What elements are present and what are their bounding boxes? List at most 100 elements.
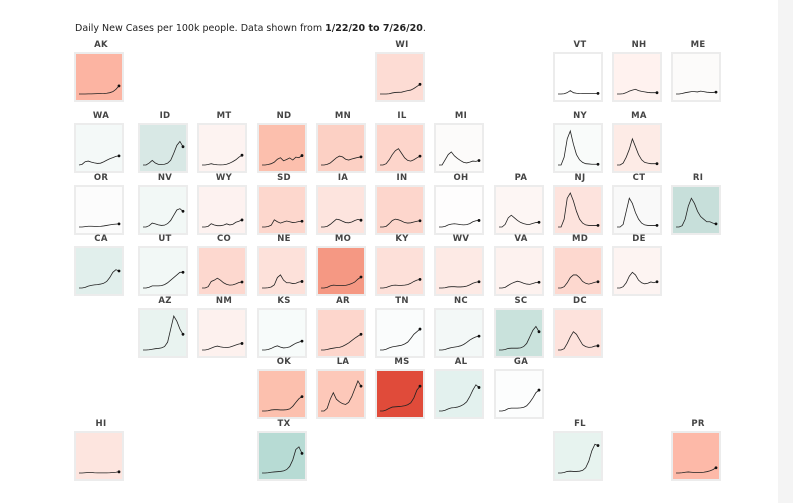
sparkline-endpoint-ca [117,269,121,273]
state-label-hi: HI [95,419,107,429]
state-label-in: IN [396,173,408,183]
sparkline-endpoint-mn [359,155,363,159]
state-label-mo: MO [334,234,352,244]
state-tile-pa[interactable]: PA [494,173,554,235]
state-tile-hi[interactable]: HI [74,419,134,481]
state-label-nm: NM [215,296,233,306]
state-tile-ms[interactable]: MS [375,357,435,419]
state-tile-background [434,185,484,235]
state-label-va: VA [514,234,528,244]
state-tile-pr[interactable]: PR [671,419,731,481]
state-tile-de[interactable]: DE [612,234,672,296]
sparkline-line-vt [558,90,599,95]
state-label-de: DE [632,234,646,244]
state-tile-ak[interactable]: AK [74,40,134,102]
sparkline-line-id [143,140,184,166]
state-tile-ny[interactable]: NY [553,111,613,173]
sparkline-me [676,90,718,95]
sparkline-endpoint-sc [537,330,541,334]
state-tile-nd[interactable]: ND [257,111,317,173]
state-tile-ok[interactable]: OK [257,357,317,419]
sparkline-line-co [202,277,243,289]
state-tile-co[interactable]: CO [197,234,257,296]
state-tile-mt[interactable]: MT [197,111,257,173]
state-label-or: OR [93,173,109,183]
state-tile-sc[interactable]: SC [494,296,554,358]
state-label-ar: AR [336,296,350,306]
sparkline-endpoint-ar [359,332,363,336]
state-tile-ks[interactable]: KS [257,296,317,358]
state-tile-tn[interactable]: TN [375,296,435,358]
state-label-al: AL [454,357,468,367]
state-tile-ga[interactable]: GA [494,357,554,419]
sparkline-line-ms [380,385,421,412]
state-tile-oh[interactable]: OH [434,173,494,235]
state-tile-nm[interactable]: NM [197,296,257,358]
state-tile-background [553,185,603,235]
sparkline-line-wi [380,83,421,95]
sparkline-endpoint-or [117,222,121,226]
state-tile-al[interactable]: AL [434,357,494,419]
state-tile-ma[interactable]: MA [612,111,672,173]
state-tile-nh[interactable]: NH [612,40,672,102]
title-date-range: 1/22/20 to 7/26/20 [325,23,423,34]
state-tile-ne[interactable]: NE [257,234,317,296]
state-tile-il[interactable]: IL [375,111,435,173]
state-label-tn: TN [395,296,409,306]
state-tile-wv[interactable]: WV [434,234,494,296]
sparkline-fl [558,443,600,474]
sparkline-endpoint-hi [117,470,121,474]
sparkline-line-or [79,223,120,228]
state-tile-mi[interactable]: MI [434,111,494,173]
state-tile-nv[interactable]: NV [138,173,198,235]
state-tile-dc[interactable]: DC [553,296,613,358]
sparkline-endpoint-nm [240,342,244,345]
title-suffix: . [422,23,426,34]
sparkline-line-hi [79,471,120,474]
state-label-sc: SC [514,296,528,306]
state-tile-fl[interactable]: FL [553,419,613,481]
vertical-scrollbar[interactable] [778,0,793,503]
state-tile-ri[interactable]: RI [671,173,731,235]
state-tile-ct[interactable]: CT [612,173,672,235]
state-tile-vt[interactable]: VT [553,40,613,102]
state-tile-md[interactable]: MD [553,234,613,296]
state-tile-va[interactable]: VA [494,234,554,296]
sparkline-line-mn [321,155,362,166]
state-tile-tx[interactable]: TX [257,419,317,481]
state-tile-sd[interactable]: SD [257,173,317,235]
sparkline-tx [262,446,304,474]
sparkline-tn [380,327,422,351]
sparkline-nh [617,88,659,95]
sparkline-line-ma [617,137,657,166]
state-tile-mn[interactable]: MN [316,111,376,173]
sparkline-or [79,222,121,228]
state-tile-ca[interactable]: CA [74,234,134,296]
state-tile-ut[interactable]: UT [138,234,198,296]
sparkline-de [617,271,659,289]
state-tile-wi[interactable]: WI [375,40,435,102]
state-label-oh: OH [453,173,469,183]
sparkline-line-ar [321,333,362,351]
state-tile-ar[interactable]: AR [316,296,376,358]
state-tile-az[interactable]: AZ [138,296,198,358]
state-tile-la[interactable]: LA [316,357,376,419]
state-tile-nc[interactable]: NC [434,296,494,358]
state-tile-ia[interactable]: IA [316,173,376,235]
state-label-wv: WV [452,234,470,244]
state-tile-me[interactable]: ME [671,40,731,102]
state-tile-or[interactable]: OR [74,173,134,235]
state-tile-ky[interactable]: KY [375,234,435,296]
state-label-nv: NV [157,173,173,183]
state-tile-wa[interactable]: WA [74,111,134,173]
state-tile-mo[interactable]: MO [316,234,376,296]
sparkline-endpoint-ga [537,388,541,392]
state-tile-in[interactable]: IN [375,173,435,235]
state-tile-nj[interactable]: NJ [553,173,613,235]
state-tile-id[interactable]: ID [138,111,198,173]
state-label-mi: MI [454,111,468,121]
sparkline-endpoint-pa [537,220,541,224]
sparkline-line-pr [676,467,717,474]
state-label-me: ME [690,40,706,50]
state-tile-wy[interactable]: WY [197,173,257,235]
